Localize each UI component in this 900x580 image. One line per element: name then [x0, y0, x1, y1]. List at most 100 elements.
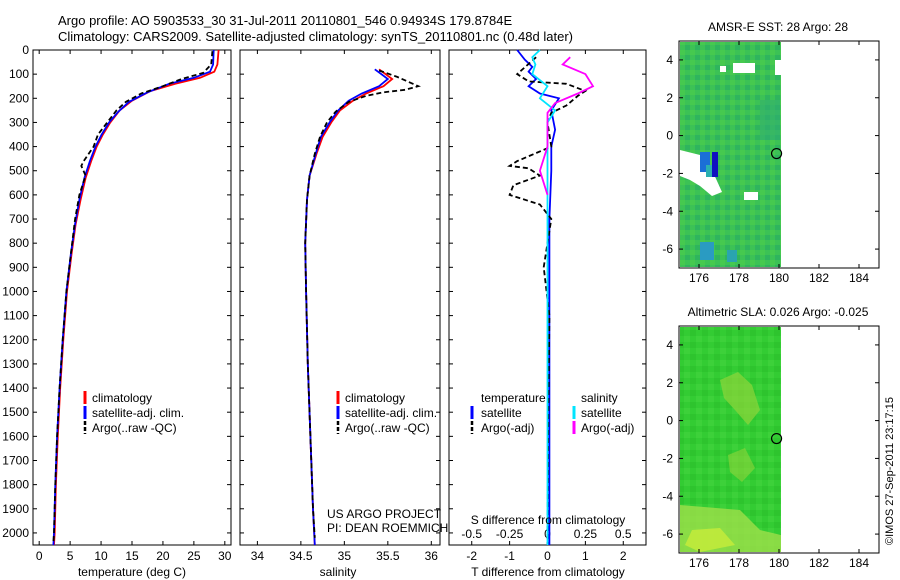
legend-label-temp-satellite: satellite	[481, 406, 522, 420]
map-y-tick-label: 0	[666, 129, 673, 143]
salinity-x-label: salinity	[320, 565, 357, 579]
salinity-tick-label: 0.25	[574, 527, 598, 541]
difference-y-ticks	[449, 49, 646, 534]
map-y-tick-label: -6	[662, 242, 673, 256]
map-y-tick-label: 4	[666, 53, 673, 67]
difference-x-ticks: -2 -1 0 1 2	[466, 50, 627, 563]
map-y-tick-label: -4	[662, 204, 673, 218]
sst-missing-patch	[733, 63, 755, 73]
temperature-y-ticks: 0 100 200 300 400 500 600 700 800 900 1000 1100 1200…	[2, 43, 231, 540]
legend-label-satellite: satellite-adj. clim.	[92, 406, 184, 420]
salinity-legend: climatology satellite-adj. clim. Argo(..…	[336, 391, 437, 435]
difference-salinity-label: S difference from climatology	[471, 513, 626, 527]
series-line	[531, 49, 557, 545]
y-tick-label: 500	[9, 164, 29, 178]
legend-label-argo: Argo(..raw -QC)	[92, 421, 177, 435]
x-tick-label: -2	[466, 549, 477, 563]
y-tick-label: 1100	[3, 309, 29, 323]
footer-stamp: ©IMOS 27-Sep-2011 23:17:15	[884, 397, 896, 545]
sst-missing-patch	[775, 60, 781, 75]
y-tick-label: 600	[9, 188, 29, 202]
series-line	[538, 56, 595, 196]
map-y-tick-label: -4	[662, 489, 673, 503]
map-y-tick-label: -6	[662, 527, 673, 541]
sst-warm-patch	[760, 100, 780, 140]
sst-map-title: AMSR-E SST: 28 Argo: 28	[708, 20, 848, 34]
y-tick-label: 400	[9, 140, 29, 154]
figure-title-line2: Climatology: CARS2009. Satellite-adjuste…	[58, 29, 573, 44]
legend-label-sal-satellite: satellite	[581, 406, 622, 420]
y-tick-label: 1600	[2, 429, 29, 443]
temperature-series	[52, 49, 220, 546]
pi-annotation: PI: DEAN ROEMMICH	[327, 521, 448, 535]
salinity-axes-frame	[239, 49, 441, 546]
salinity-y-ticks	[240, 49, 440, 534]
x-tick-label: 36	[425, 549, 439, 563]
y-tick-label: 1000	[2, 284, 29, 298]
salinity-series	[304, 68, 421, 546]
map-x-tick-label: 184	[849, 271, 869, 285]
sst-ticks: 176 178 180 182 184 4 2 0 -2 -4 -6	[662, 41, 879, 285]
y-tick-label: 1700	[2, 453, 29, 467]
y-tick-label: 800	[9, 236, 29, 250]
sst-cool-patch	[727, 250, 737, 262]
x-tick-label: 34.5	[289, 549, 313, 563]
sst-missing-patch	[680, 150, 722, 196]
figure-title-line1: Argo profile: AO 5903533_30 31-Jul-2011 …	[58, 13, 512, 28]
y-tick-label: 100	[9, 67, 29, 81]
sst-cool-patch	[700, 152, 710, 172]
map-x-tick-label: 182	[809, 271, 829, 285]
y-tick-label: 0	[22, 43, 29, 57]
map-x-tick-label: 176	[689, 556, 709, 570]
map-x-tick-label: 180	[769, 271, 789, 285]
map-x-tick-label: 180	[769, 556, 789, 570]
map-y-tick-label: -2	[662, 451, 673, 465]
temperature-legend: climatology satellite-adj. clim. Argo(..…	[83, 391, 184, 435]
sla-map-title: Altimetric SLA: 0.026 Argo: -0.025	[688, 305, 869, 319]
temperature-panel: 0100200300400500600700800900100011001200…	[2, 43, 232, 579]
x-tick-label: 20	[156, 549, 170, 563]
map-x-tick-label: 182	[809, 556, 829, 570]
legend-label-climatology: climatology	[92, 391, 152, 405]
legend-label-climatology: climatology	[345, 391, 405, 405]
sla-high-patch	[728, 448, 755, 482]
y-tick-label: 700	[9, 212, 29, 226]
series-line	[304, 69, 421, 538]
sla-high-patch	[685, 528, 735, 552]
salinity-tick-label: 0.5	[615, 527, 632, 541]
difference-panel: -2 -1 0 1 2 -0.5 -0.25 0 0.25 0.5 T difference f…	[448, 49, 647, 579]
legend-title-temperature: temperature	[481, 391, 546, 405]
map-y-tick-label: 4	[666, 338, 673, 352]
difference-series	[506, 49, 595, 546]
sst-cool-patch	[706, 165, 712, 177]
x-tick-label: 10	[94, 549, 108, 563]
temperature-x-ticks: 0 5 10 15 20 25 30	[36, 50, 232, 563]
y-tick-label: 1500	[2, 405, 29, 419]
sst-cool-patch	[700, 242, 714, 260]
y-tick-label: 200	[9, 91, 29, 105]
x-tick-label: 0	[36, 549, 43, 563]
salinity-tick-label: -0.25	[496, 527, 524, 541]
x-tick-label: 35	[338, 549, 352, 563]
x-tick-label: 34	[251, 549, 265, 563]
map-y-tick-label: -2	[662, 166, 673, 180]
project-annotation: US ARGO PROJECT	[327, 507, 442, 521]
sla-map-panel: Altimetric SLA: 0.026 Argo: -0.025 176 17…	[662, 305, 880, 570]
x-tick-label: 2	[620, 549, 627, 563]
difference-salinity-ticks: -0.5 -0.25 0 0.25 0.5	[461, 527, 632, 541]
map-y-tick-label: 2	[666, 91, 673, 105]
salinity-tick-label: -0.5	[461, 527, 482, 541]
y-tick-label: 1400	[2, 381, 29, 395]
map-x-tick-label: 184	[849, 556, 869, 570]
x-tick-label: 5	[67, 549, 74, 563]
x-tick-label: 1	[582, 549, 589, 563]
y-tick-label: 2000	[2, 526, 29, 540]
salinity-x-ticks: 34 34.5 35 35.5 36	[251, 50, 439, 563]
sla-high-patch	[720, 372, 760, 425]
difference-x-label: T difference from climatology	[471, 565, 625, 579]
y-tick-label: 1900	[2, 502, 29, 516]
legend-label-sal-argo: Argo(-adj)	[581, 421, 634, 435]
difference-legend: temperature satellite Argo(-adj) salinit…	[470, 391, 634, 435]
temperature-x-label: temperature (deg C)	[78, 565, 186, 579]
